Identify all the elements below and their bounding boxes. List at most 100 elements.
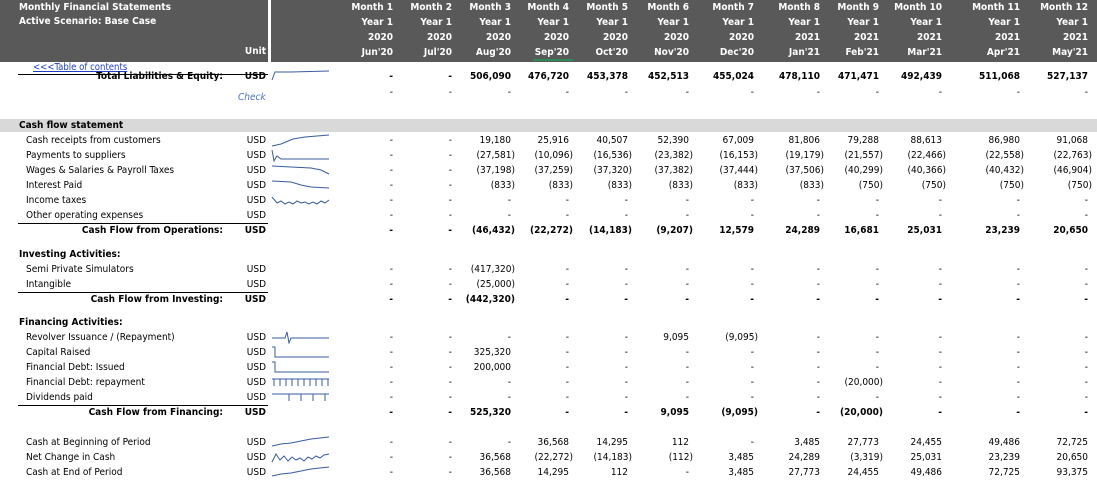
value-cell[interactable]: - (448, 210, 452, 221)
value-cell[interactable]: (14,183) (589, 225, 632, 236)
value-cell[interactable]: - (875, 347, 879, 358)
value-cell[interactable]: (23,382) (654, 150, 694, 161)
value-cell[interactable]: (14,183) (593, 452, 633, 463)
value-cell[interactable]: 23,239 (988, 452, 1020, 463)
value-cell[interactable]: (417,320) (470, 264, 515, 275)
value-cell[interactable]: (27,581) (476, 150, 516, 161)
value-cell[interactable]: 452,513 (648, 71, 689, 82)
value-cell[interactable]: - (938, 362, 942, 373)
value-cell[interactable]: - (448, 392, 452, 403)
value-cell[interactable]: (22,763) (1053, 150, 1093, 161)
value-cell[interactable]: - (938, 279, 942, 290)
value-cell[interactable]: - (389, 279, 393, 290)
value-cell[interactable]: - (938, 377, 942, 388)
value-cell[interactable]: - (448, 264, 452, 275)
value-cell[interactable]: - (938, 264, 942, 275)
value-cell[interactable]: (750) (999, 180, 1024, 191)
value-cell[interactable]: - (685, 392, 689, 403)
value-cell[interactable]: (442,320) (465, 294, 515, 305)
value-cell[interactable]: 25,031 (907, 225, 942, 236)
value-cell[interactable]: - (565, 195, 569, 206)
value-cell[interactable]: - (389, 71, 393, 82)
value-cell[interactable]: - (816, 407, 820, 418)
value-cell[interactable]: - (1084, 332, 1088, 343)
value-cell[interactable]: - (389, 347, 393, 358)
value-cell[interactable]: (37,382) (654, 165, 694, 176)
value-cell[interactable]: - (448, 150, 452, 161)
value-cell[interactable]: - (685, 294, 689, 305)
value-cell[interactable]: - (448, 225, 452, 236)
value-cell[interactable]: 3,485 (728, 467, 754, 478)
value-cell[interactable]: 40,507 (596, 135, 628, 146)
value-cell[interactable]: - (685, 362, 689, 373)
value-cell[interactable]: - (624, 332, 628, 343)
value-cell[interactable]: - (816, 195, 820, 206)
value-cell[interactable]: 9,095 (660, 407, 689, 418)
value-cell[interactable]: - (565, 87, 569, 98)
value-cell[interactable]: 20,650 (1056, 452, 1088, 463)
value-cell[interactable]: - (685, 279, 689, 290)
value-cell[interactable]: (40,366) (907, 165, 947, 176)
value-cell[interactable]: - (1084, 294, 1088, 305)
value-cell[interactable]: 16,681 (844, 225, 879, 236)
value-cell[interactable]: (833) (548, 180, 573, 191)
value-cell[interactable]: 27,773 (788, 467, 820, 478)
value-cell[interactable]: - (685, 467, 689, 478)
value-cell[interactable]: - (685, 87, 689, 98)
value-cell[interactable]: - (1016, 87, 1020, 98)
value-cell[interactable]: 86,980 (988, 135, 1020, 146)
value-cell[interactable]: 25,916 (537, 135, 569, 146)
value-cell[interactable]: - (448, 437, 452, 448)
value-cell[interactable]: - (389, 452, 393, 463)
value-cell[interactable]: - (448, 377, 452, 388)
value-cell[interactable]: - (448, 165, 452, 176)
value-cell[interactable]: 24,455 (847, 467, 879, 478)
value-cell[interactable]: - (875, 87, 879, 98)
value-cell[interactable]: - (389, 195, 393, 206)
value-cell[interactable]: - (624, 294, 628, 305)
value-cell[interactable]: - (938, 210, 942, 221)
value-cell[interactable]: - (507, 87, 511, 98)
value-cell[interactable]: - (1016, 347, 1020, 358)
value-cell[interactable]: 36,568 (479, 467, 511, 478)
table-of-contents-link[interactable]: <<<Table of contents (33, 62, 128, 73)
value-cell[interactable]: - (448, 362, 452, 373)
value-cell[interactable]: (37,506) (785, 165, 825, 176)
value-cell[interactable]: - (750, 362, 754, 373)
value-cell[interactable]: - (685, 195, 689, 206)
value-cell[interactable]: - (685, 264, 689, 275)
value-cell[interactable]: - (1016, 332, 1020, 343)
value-cell[interactable]: (40,432) (985, 165, 1025, 176)
value-cell[interactable]: (46,432) (472, 225, 515, 236)
value-cell[interactable]: - (507, 195, 511, 206)
value-cell[interactable]: 492,439 (901, 71, 942, 82)
value-cell[interactable]: - (624, 87, 628, 98)
value-cell[interactable]: - (389, 407, 393, 418)
value-cell[interactable]: 9,095 (663, 332, 689, 343)
value-cell[interactable]: - (565, 210, 569, 221)
value-cell[interactable]: 3,485 (728, 452, 754, 463)
value-cell[interactable]: - (624, 392, 628, 403)
value-cell[interactable]: - (389, 392, 393, 403)
value-cell[interactable]: - (565, 347, 569, 358)
value-cell[interactable]: - (507, 210, 511, 221)
value-cell[interactable]: - (1084, 407, 1088, 418)
value-cell[interactable]: 24,289 (785, 225, 820, 236)
value-cell[interactable]: - (624, 347, 628, 358)
value-cell[interactable]: - (1084, 377, 1088, 388)
value-cell[interactable]: - (750, 392, 754, 403)
value-cell[interactable]: - (624, 407, 628, 418)
value-cell[interactable]: - (565, 362, 569, 373)
value-cell[interactable]: - (624, 377, 628, 388)
value-cell[interactable]: (16,536) (593, 150, 633, 161)
value-cell[interactable]: (750) (921, 180, 946, 191)
value-cell[interactable]: 52,390 (657, 135, 689, 146)
value-cell[interactable]: 72,725 (1056, 437, 1088, 448)
value-cell[interactable]: (9,095) (725, 332, 758, 343)
value-cell[interactable]: - (565, 377, 569, 388)
value-cell[interactable]: 36,568 (479, 452, 511, 463)
value-cell[interactable]: - (816, 264, 820, 275)
value-cell[interactable]: (40,299) (844, 165, 884, 176)
value-cell[interactable]: - (750, 264, 754, 275)
